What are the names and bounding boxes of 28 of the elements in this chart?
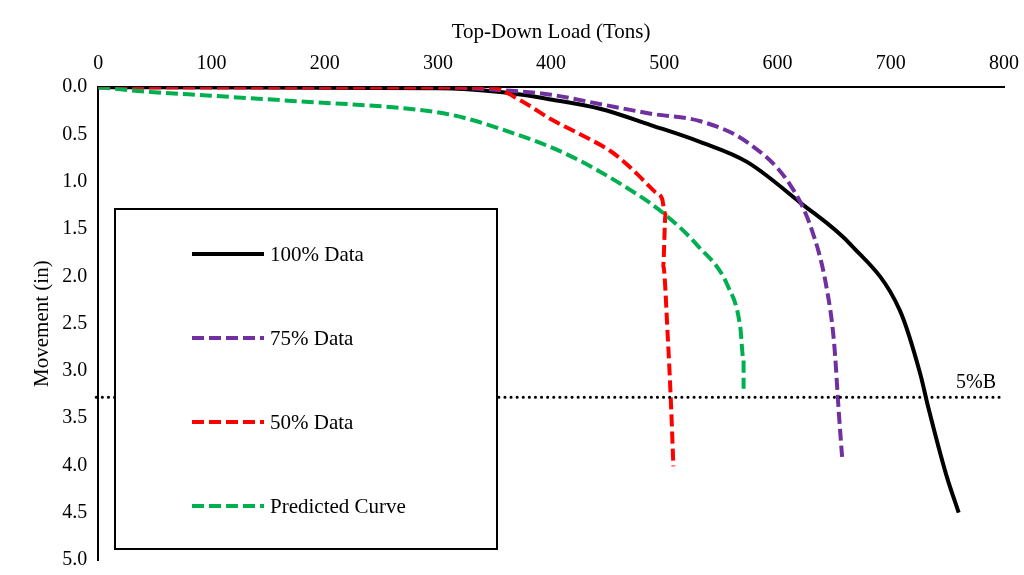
y-tick-label: 1.5 <box>62 216 88 239</box>
y-tick-label: 4.0 <box>62 452 88 475</box>
legend-label: 75% Data <box>270 325 354 351</box>
ref-line-label: 5%B <box>956 369 996 392</box>
x-tick-label: 800 <box>989 51 1019 74</box>
y-axis-title: Movement (in) <box>29 260 54 387</box>
y-tick-label: 4.5 <box>62 499 88 522</box>
y-tick-label: 2.0 <box>62 263 88 286</box>
x-tick-label: 300 <box>422 51 453 74</box>
legend-label: 50% Data <box>270 409 354 435</box>
y-tick-label: 3.5 <box>62 405 88 428</box>
y-tick-label: 0.0 <box>62 74 88 97</box>
x-tick-label: 0 <box>93 51 104 74</box>
line-series <box>98 87 746 391</box>
legend-label: 100% Data <box>270 241 364 267</box>
y-tick-label: 1.0 <box>62 169 88 192</box>
x-tick-label: 400 <box>536 51 567 74</box>
y-tick-label: 2.5 <box>62 310 88 333</box>
x-tick-label: 600 <box>762 51 793 74</box>
x-tick-label: 200 <box>309 51 340 74</box>
y-tick-label: 5.0 <box>62 547 88 570</box>
x-tick-label: 700 <box>875 51 906 74</box>
x-axis-title: Top-Down Load (Tons) <box>451 19 651 44</box>
x-tick-label: 100 <box>196 51 227 74</box>
y-tick-label: 0.5 <box>62 121 88 144</box>
y-tick-label: 3.0 <box>62 358 88 381</box>
x-tick-label: 500 <box>649 51 680 74</box>
legend-label: Predicted Curve <box>270 493 406 519</box>
